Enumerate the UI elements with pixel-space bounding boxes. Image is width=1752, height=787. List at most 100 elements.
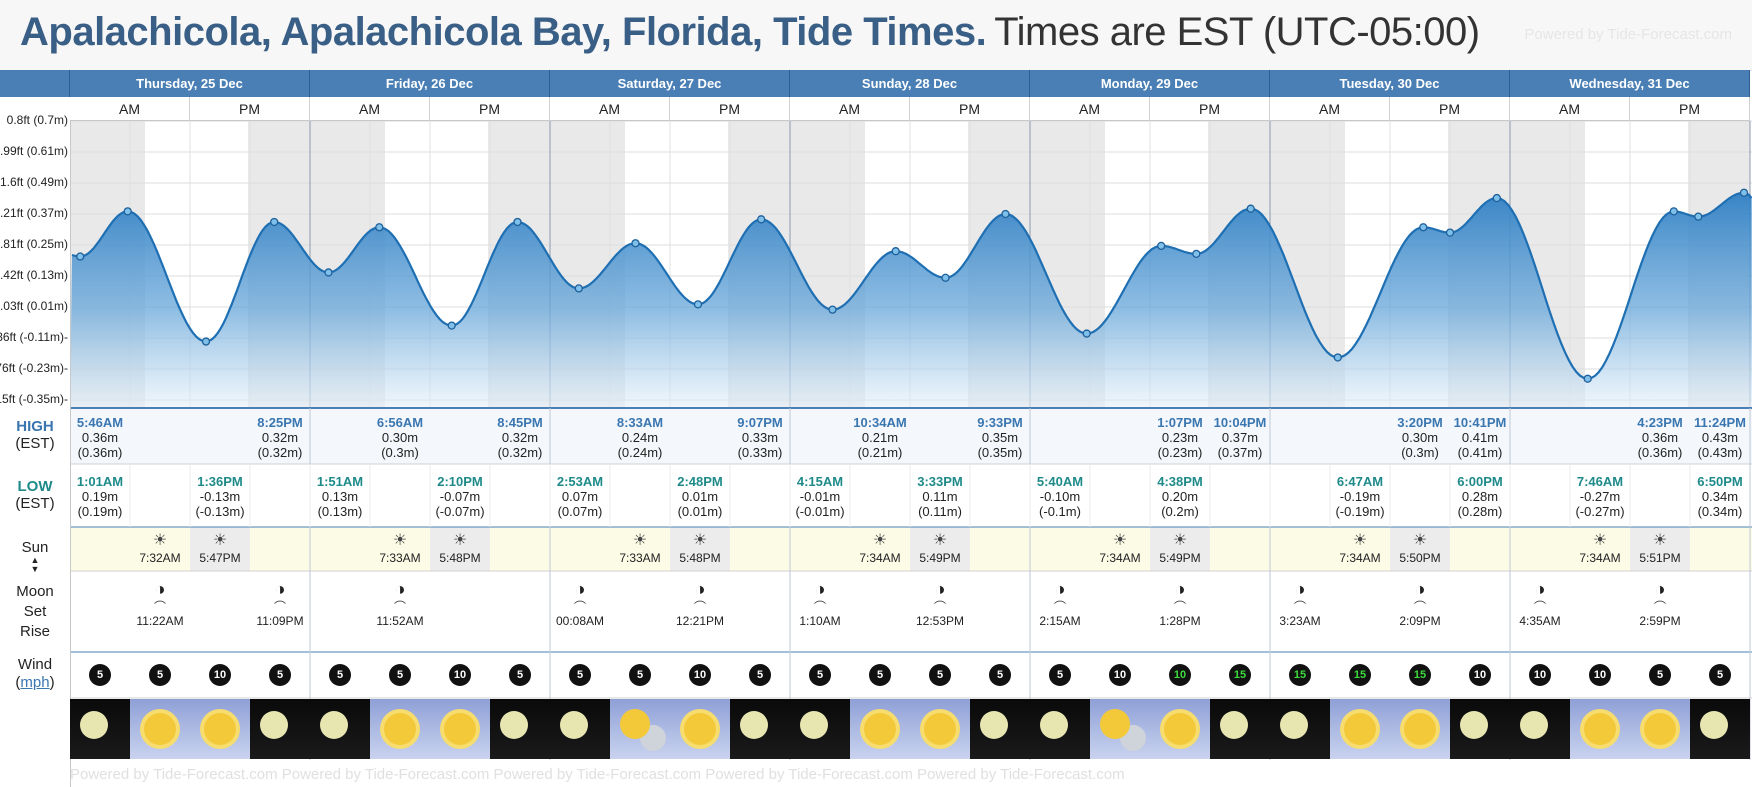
wind-cell: 5 (850, 664, 910, 686)
tide-time: 11:24PM (1693, 415, 1747, 430)
low-tide-cell: 5:40AM -0.10m (-0.1m) (1030, 474, 1090, 519)
tide-height-m: (0.41m) (1457, 445, 1503, 460)
weather-moon-cell (730, 699, 790, 759)
tide-height-m: (0.3m) (1401, 445, 1439, 460)
moon-phase-icon: ◑ (574, 579, 586, 599)
wind-arrow-icon: 5 (929, 664, 951, 686)
y-tick-label: 1.99ft (0.61m) (0, 144, 68, 158)
wind-arrow-icon: 10 (1589, 664, 1611, 686)
tide-time: 2:48PM (677, 474, 723, 489)
left-label-column (0, 70, 71, 787)
low-row-label: LOW (EST) (0, 478, 70, 512)
tide-height: 0.43m (1701, 430, 1739, 445)
tide-height-m: (0.43m) (1697, 445, 1743, 460)
tide-height-m: (-0.27m) (1575, 504, 1625, 519)
title-bar: Apalachicola, Apalachicola Bay, Florida,… (0, 0, 1752, 71)
moonrise-icon: ⌒ (1293, 600, 1306, 614)
tide-point (891, 247, 900, 256)
high-tide-cell: 10:41PM 0.41m (0.41m) (1450, 415, 1510, 460)
tide-point (447, 321, 456, 330)
sunrise-cell: ☀ 7:33AM (610, 532, 670, 566)
day-header: Friday, 26 Dec (310, 70, 550, 97)
low-tz-label: (EST) (15, 495, 55, 512)
moon-cell: ◑ ⌒ 2:15AM (1030, 578, 1090, 628)
sun-cell-bg (1570, 527, 1630, 571)
moon-icon (500, 711, 528, 739)
sunset-icon: ☀ (1652, 532, 1668, 549)
wind-arrow-icon: 5 (629, 664, 651, 686)
moonrise-icon: ⌒ (1533, 600, 1546, 614)
tide-height-m: (0.32m) (497, 445, 543, 460)
powered-by-footer: Powered by Tide-Forecast.com Powered by … (70, 766, 1125, 783)
sun-cell-bg (1390, 527, 1450, 571)
wind-cell: 5 (1030, 664, 1090, 686)
sunset-icon: ☀ (1412, 532, 1428, 549)
tide-height-m: (-0.01m) (795, 504, 845, 519)
tide-point (1739, 188, 1749, 197)
tide-points (76, 188, 1749, 383)
low-tide-cell: 6:00PM 0.28m (0.28m) (1450, 474, 1510, 519)
sunset-cell: ☀ 5:48PM (670, 532, 730, 566)
sun-icon (444, 713, 476, 745)
wind-unit-link[interactable]: mph (20, 674, 50, 691)
tide-time: 6:47AM (1336, 474, 1384, 489)
tide-point (828, 305, 837, 314)
tide-point (324, 268, 333, 277)
weather-moon-cell (1210, 699, 1270, 759)
tide-point (513, 217, 522, 227)
wind-cell: 5 (910, 664, 970, 686)
moon-phase-icon: ◑ (934, 579, 946, 599)
moon-icon (260, 711, 288, 739)
moon-phase-icon: ◑ (1294, 579, 1306, 599)
wind-arrow-icon: 5 (89, 664, 111, 686)
low-tide-cell: 6:47AM -0.19m (-0.19m) (1330, 474, 1390, 519)
moonrise-icon: ⌒ (933, 600, 946, 614)
weather-sun-cell (130, 699, 190, 759)
tide-height: 0.32m (261, 430, 299, 445)
tide-height-m: (0.28m) (1457, 504, 1503, 519)
weather-sun-cell (670, 699, 730, 759)
tide-height: 0.13m (321, 489, 359, 504)
ampm-label: AM (1030, 97, 1150, 121)
tide-point (1669, 207, 1678, 216)
wind-arrow-icon: 5 (329, 664, 351, 686)
tide-point (1157, 241, 1166, 251)
wind-cell: 10 (430, 664, 490, 686)
sunrise-icon: ☀ (872, 532, 888, 549)
sunset-cell: ☀ 5:48PM (430, 532, 490, 566)
tide-height-m: (0.19m) (77, 504, 123, 519)
wind-cell: 5 (70, 664, 130, 686)
wind-arrow-icon: 10 (689, 664, 711, 686)
tide-time: 5:40AM (1036, 474, 1084, 489)
tide-height: 0.33m (741, 430, 779, 445)
sun-icon (864, 713, 896, 745)
ampm-label: AM (550, 97, 670, 121)
tide-point (1001, 209, 1010, 219)
weather-sun-cell (190, 699, 250, 759)
tide-height: -0.01m (799, 489, 841, 504)
weather-moon-cell (70, 699, 130, 759)
wind-arrow-icon: 10 (1469, 664, 1491, 686)
tide-height-m: (-0.13m) (195, 504, 245, 519)
sunset-icon: ☀ (932, 532, 948, 549)
moon-label: Moon (16, 583, 54, 600)
tide-height: 0.41m (1461, 430, 1499, 445)
wind-cell: 5 (730, 664, 790, 686)
tide-time: 4:23PM (1637, 415, 1683, 430)
wind-arrow-icon: 5 (1709, 664, 1731, 686)
wind-cell: 15 (1390, 664, 1450, 686)
tide-point (123, 207, 132, 216)
weather-sun-cell (430, 699, 490, 759)
tide-height-m: (0.13m) (317, 504, 363, 519)
moon-icon (1460, 711, 1488, 739)
sun-cell-bg (1090, 527, 1150, 571)
wind-cell: 5 (130, 664, 190, 686)
wind-label: Wind (17, 656, 53, 673)
tide-time: 8:45PM (497, 415, 543, 430)
low-tide-cell: 4:15AM -0.01m (-0.01m) (790, 474, 850, 519)
high-tz-label: (EST) (15, 435, 55, 452)
sun-cell-bg (610, 527, 670, 571)
tide-time: 10:04PM (1213, 415, 1267, 430)
tide-height: 0.28m (1461, 489, 1499, 504)
moon-icon (740, 711, 768, 739)
